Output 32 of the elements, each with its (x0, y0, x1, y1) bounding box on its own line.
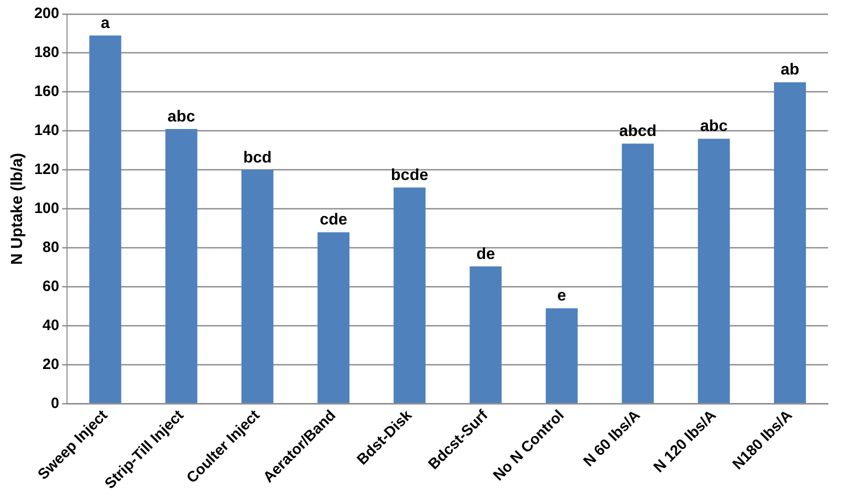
bar (546, 308, 578, 404)
y-tick-label: 20 (42, 356, 60, 373)
y-tick-label: 60 (42, 278, 60, 296)
annotation: bcde (390, 166, 428, 184)
annotation: abc (700, 118, 728, 136)
annotation: de (476, 246, 496, 263)
bar (774, 82, 806, 404)
bar (241, 170, 274, 404)
y-axis-title: N Uptake (lb/a) (9, 152, 26, 265)
annotation: a (100, 14, 110, 32)
annotation: e (557, 288, 566, 305)
y-tick-label: 80 (42, 239, 60, 256)
annotation: abcd (619, 123, 656, 140)
annotation: bcd (243, 149, 272, 166)
annotation: ab (780, 62, 800, 79)
y-tick-label: 160 (34, 83, 60, 100)
bar (89, 35, 122, 404)
bar (318, 232, 350, 404)
bar (470, 266, 502, 404)
y-tick-label: 0 (50, 394, 60, 412)
y-tick-label: 180 (34, 44, 60, 62)
y-tick-label: 140 (34, 122, 60, 140)
y-tick-label: 120 (34, 161, 60, 178)
annotation: cde (320, 212, 348, 229)
bar (622, 144, 654, 404)
annotation: abc (168, 108, 196, 126)
bar (394, 187, 426, 404)
y-tick-label: 40 (42, 316, 60, 334)
y-tick-label: 200 (34, 5, 60, 22)
bar (165, 128, 198, 404)
y-tick-label: 100 (34, 200, 60, 218)
bar (698, 138, 730, 404)
